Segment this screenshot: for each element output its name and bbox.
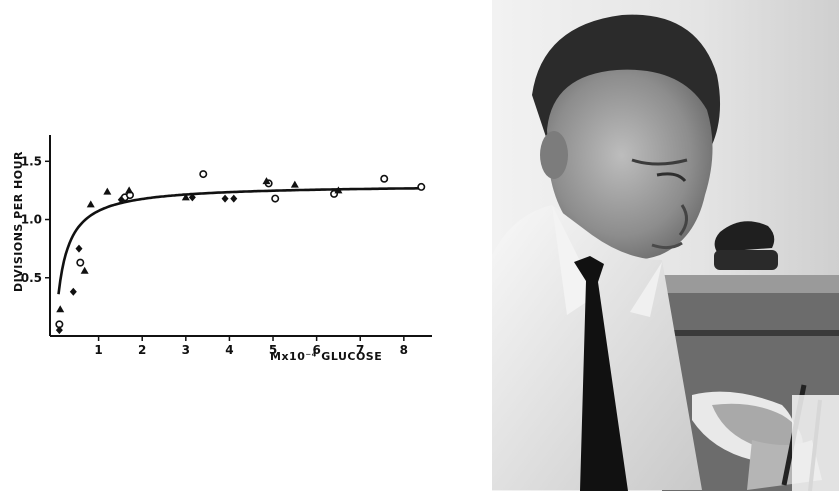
- data-point-diamond: [55, 326, 63, 335]
- y-tick-label: 1.5: [21, 154, 42, 168]
- x-axis-title: Mx10⁻⁴ GLUCOSE: [270, 350, 382, 363]
- x-tick-label: 4: [225, 343, 233, 357]
- data-point-triangle: [334, 186, 343, 194]
- y-axis-title: DIVISIONS PER HOUR: [12, 151, 25, 292]
- data-point-diamond: [188, 193, 196, 202]
- data-point-triangle: [181, 193, 190, 201]
- x-tick-label: 3: [182, 343, 190, 357]
- data-point-circle: [76, 258, 85, 267]
- x-tick-label: 7: [356, 343, 364, 357]
- chart-axes: [49, 135, 432, 337]
- data-point-diamond: [230, 194, 238, 203]
- data-point-triangle: [262, 177, 271, 185]
- portrait-photo: [492, 0, 839, 491]
- data-points: [55, 170, 426, 335]
- data-point-circle: [199, 170, 208, 179]
- x-ticks: 1 2 3 4 5 6 7 8: [94, 336, 408, 357]
- data-point-diamond: [117, 195, 125, 204]
- chart-svg: 1 2 3 4 5 6 7 8 0.5 1.0 1.5 Mx10⁻⁴ GLUCOSE DIVISI…: [12, 135, 432, 363]
- x-tick-label: 8: [400, 343, 408, 357]
- data-point-diamond: [221, 194, 229, 203]
- y-tick-label: 0.5: [21, 271, 42, 285]
- chart-panel: 1 2 3 4 5 6 7 8 0.5 1.0 1.5 Mx10⁻⁴ GLUCOSE DIVISI…: [12, 135, 432, 363]
- data-point-triangle: [290, 180, 299, 188]
- x-tick-label: 5: [269, 343, 277, 357]
- x-tick-label: 2: [138, 343, 146, 357]
- y-ticks: 0.5 1.0 1.5: [21, 154, 50, 285]
- data-point-diamond: [69, 287, 77, 296]
- data-point-triangle: [103, 187, 112, 195]
- data-point-triangle: [86, 200, 95, 208]
- x-tick-label: 6: [312, 343, 320, 357]
- y-tick-label: 1.0: [21, 213, 42, 227]
- data-point-circle: [380, 174, 389, 183]
- data-point-triangle: [80, 266, 89, 274]
- data-point-diamond: [75, 244, 83, 253]
- data-point-triangle: [125, 186, 134, 194]
- fit-curve: [57, 187, 422, 295]
- x-tick-label: 1: [94, 343, 102, 357]
- data-point-circle: [417, 182, 426, 191]
- portrait-illustration: [492, 0, 839, 491]
- data-point-triangle: [56, 305, 65, 313]
- data-point-circle: [271, 194, 280, 203]
